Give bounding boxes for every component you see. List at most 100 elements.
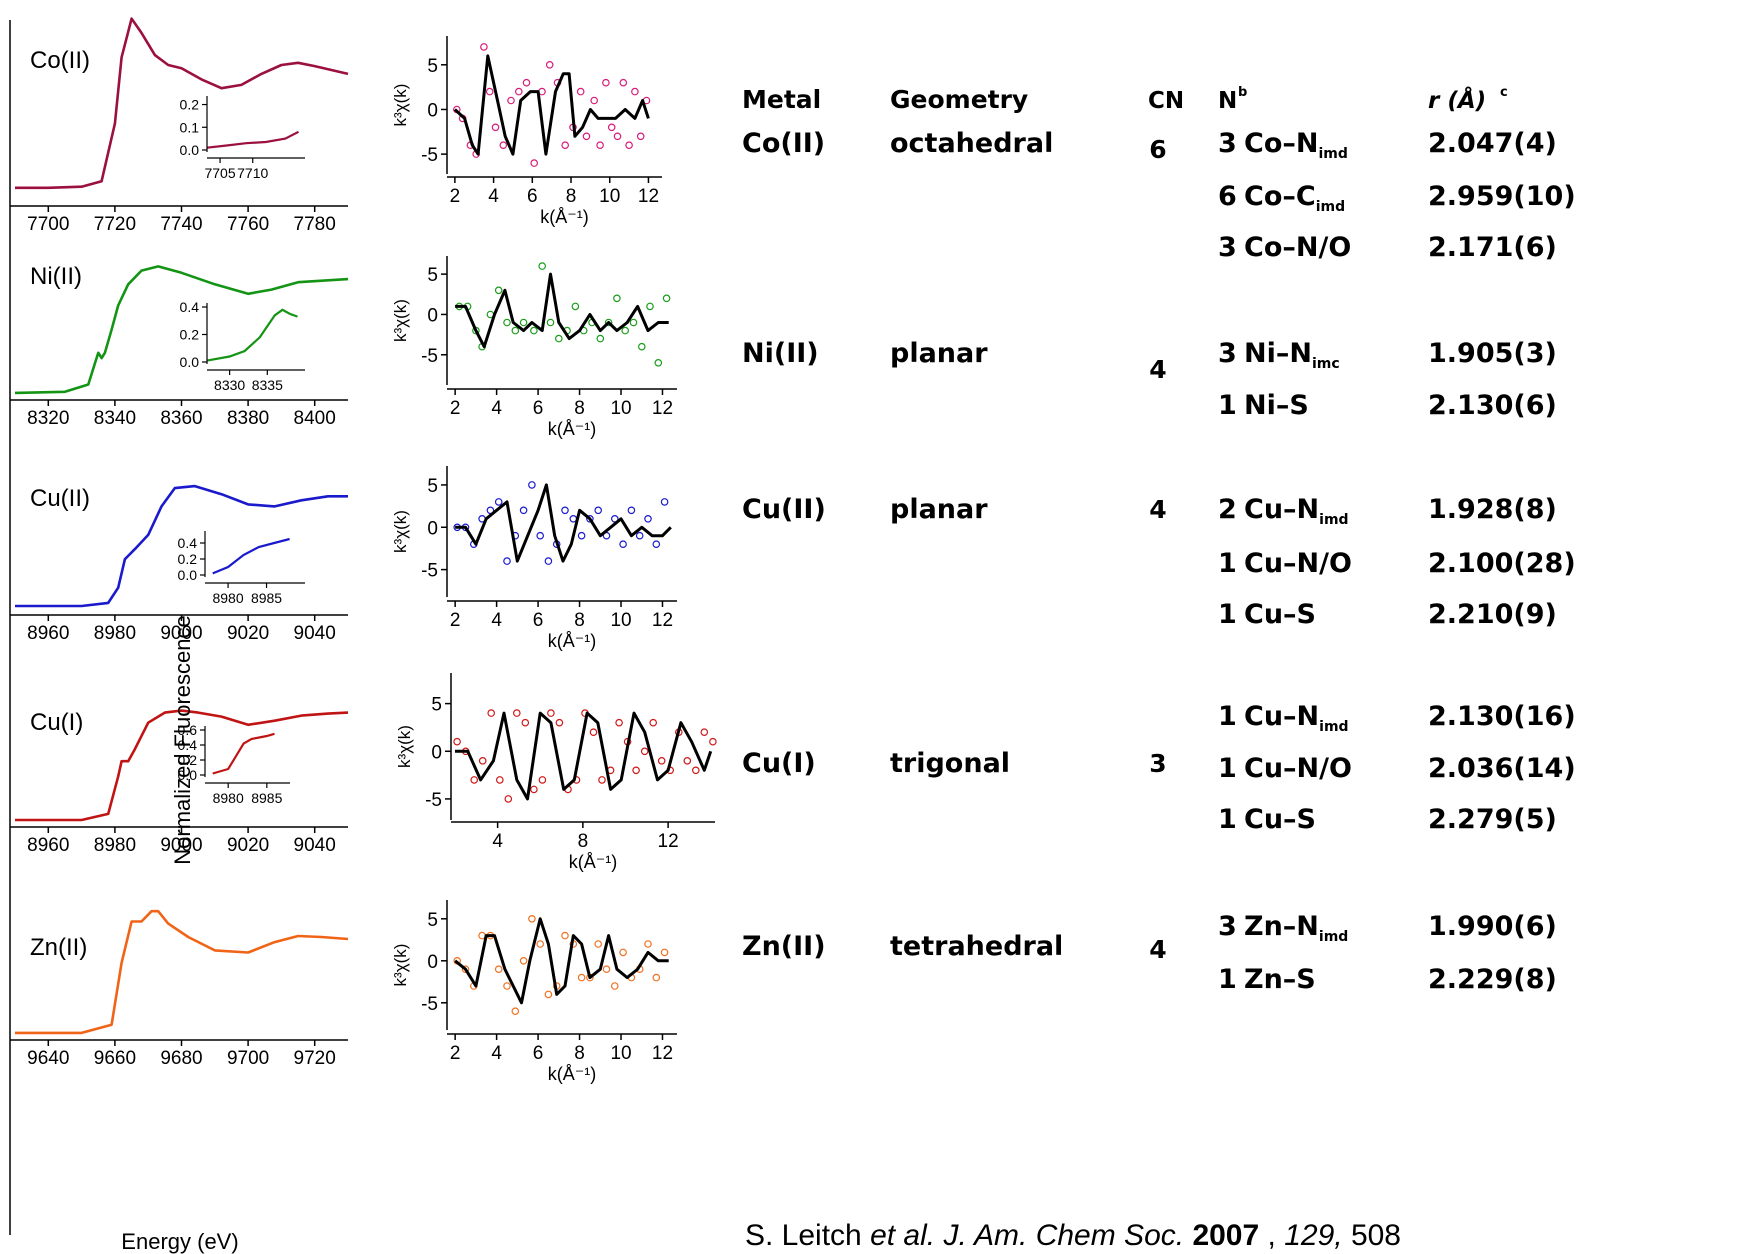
data-point — [590, 96, 599, 105]
data-point — [503, 318, 511, 327]
inset-y-tick-label: 0.2 — [180, 327, 200, 343]
data-point — [530, 159, 539, 167]
data-point — [514, 87, 523, 96]
panel-label: Cu(I) — [30, 709, 83, 736]
table-cn: 4 — [1149, 495, 1166, 524]
data-point — [660, 948, 669, 957]
header-r-sup: c — [1500, 85, 1508, 100]
data-point — [613, 132, 622, 141]
header-metal: Metal — [742, 85, 821, 114]
table-shell-n: 3 — [1218, 128, 1237, 159]
data-point — [545, 61, 554, 69]
xanes-curve — [15, 17, 349, 190]
x-tick-label: 9000 — [160, 835, 202, 856]
table-shell-r: 2.130(16) — [1428, 701, 1576, 732]
table-shell-pair: Cu–N/O — [1244, 753, 1352, 784]
y-tick-label: 5 — [427, 476, 438, 497]
table-shell-r: 2.210(9) — [1428, 599, 1557, 630]
data-point — [547, 709, 555, 717]
x-tick-label: 10 — [610, 1043, 631, 1064]
x-tick-label: 8 — [574, 610, 585, 631]
x-tick-label: 4 — [488, 186, 499, 207]
panel-label: Co(II) — [30, 47, 90, 74]
x-tick-label: 4 — [491, 398, 502, 419]
inset-y-tick-label: 0.4 — [180, 299, 200, 315]
citation-volume: 129, — [1284, 1219, 1342, 1252]
data-point — [613, 294, 621, 303]
y-tick-label: 0 — [427, 518, 438, 539]
data-point — [494, 498, 503, 506]
fit-line — [453, 54, 650, 156]
inset-x-tick-label: 8335 — [252, 377, 283, 393]
data-point — [635, 531, 644, 540]
data-point — [619, 540, 627, 549]
data-point — [494, 965, 503, 974]
inset: 0.0 0.1 0.2 7705 7710 — [180, 96, 305, 181]
inset-x-tick-label: 8330 — [214, 377, 245, 393]
table-metal: Cu(I) — [742, 748, 816, 779]
xanes-panels: 7700 7720 7740 7760 7780 Co(II) 0.0 0.1 0.2 7705 7… — [10, 17, 349, 1069]
data-point — [652, 540, 661, 549]
x-tick-label: 8340 — [94, 408, 136, 429]
exafs-panel-5: 5 0 -5 2 4 6 8 10 12 k³χ(k) k(Å⁻¹) — [391, 900, 677, 1084]
table-shell-n: 1 — [1218, 701, 1237, 732]
data-point — [554, 334, 563, 343]
data-point — [577, 973, 586, 982]
inset: 0.00.20.4 8980 8985 — [178, 531, 305, 606]
x-tick-label: 8400 — [294, 408, 336, 429]
data-point — [646, 302, 654, 311]
data-point — [544, 557, 553, 565]
data-point — [631, 87, 639, 96]
data-point — [503, 557, 511, 565]
data-point — [561, 506, 569, 515]
y-tick-label: 0 — [427, 952, 438, 973]
table-geometry: planar — [890, 494, 988, 525]
xanes-panel-2: 8320 8340 8360 8380 8400 Ni(II) 0.0 0.2 0.4 8330 8… — [10, 263, 349, 429]
table-shell-pair: Ni–Nimc — [1244, 338, 1340, 372]
x-tick-label: 8980 — [94, 623, 136, 644]
y-tick-label: -5 — [421, 145, 438, 166]
left-xlabel: Energy (eV) — [121, 1229, 238, 1254]
x-tick-label: 10 — [610, 610, 631, 631]
data-point — [629, 318, 638, 327]
data-point — [522, 78, 531, 87]
y-tick-label: 0 — [431, 742, 442, 763]
table-shell-pair: Zn–Nimd — [1244, 911, 1348, 945]
table-shell-pair: Zn–S — [1244, 964, 1316, 995]
exafs-panel-1: 5 0 -5 2 4 6 8 10 12 k³χ(k) k(Å⁻¹) — [391, 36, 662, 227]
data-point — [610, 982, 619, 990]
table-shell-pair: Co–Cimd — [1244, 181, 1345, 215]
data-point — [480, 43, 488, 51]
x-tick-label: 12 — [658, 831, 679, 852]
data-point — [504, 795, 513, 803]
table-shell-r: 2.959(10) — [1428, 181, 1576, 212]
data-point — [619, 948, 627, 957]
x-tick-label: 9040 — [294, 835, 336, 856]
inset-curve — [206, 130, 300, 149]
data-point — [499, 141, 508, 150]
data-point — [555, 718, 564, 727]
x-tick-label: 8 — [578, 831, 589, 852]
x-tick-label: 12 — [652, 398, 673, 419]
table-cn: 4 — [1149, 935, 1166, 964]
data-point — [662, 294, 671, 303]
data-point — [528, 481, 536, 489]
inset-x-tick-label: 7705 — [204, 165, 235, 181]
data-point — [487, 709, 496, 717]
y-axis-label: k³χ(k) — [395, 725, 414, 768]
table-shell-pair: Cu–S — [1244, 599, 1316, 630]
x-tick-label: 8 — [574, 1043, 585, 1064]
x-tick-label: 9680 — [160, 1048, 202, 1069]
data-point — [619, 78, 628, 87]
x-tick-label: 9720 — [294, 1048, 336, 1069]
x-axis-label: k(Å⁻¹) — [569, 852, 618, 872]
x-tick-label: 8 — [566, 186, 577, 207]
inset-y-tick-label: 0.6 — [178, 722, 198, 738]
table-shell-pair: Cu–Nimd — [1244, 701, 1349, 735]
x-tick-label: 7720 — [94, 214, 136, 235]
table-shell-n: 3 — [1218, 338, 1237, 369]
x-tick-label: 7740 — [160, 214, 202, 235]
data-point — [536, 531, 545, 540]
x-tick-label: 9640 — [27, 1048, 69, 1069]
header-n: N — [1218, 88, 1237, 114]
